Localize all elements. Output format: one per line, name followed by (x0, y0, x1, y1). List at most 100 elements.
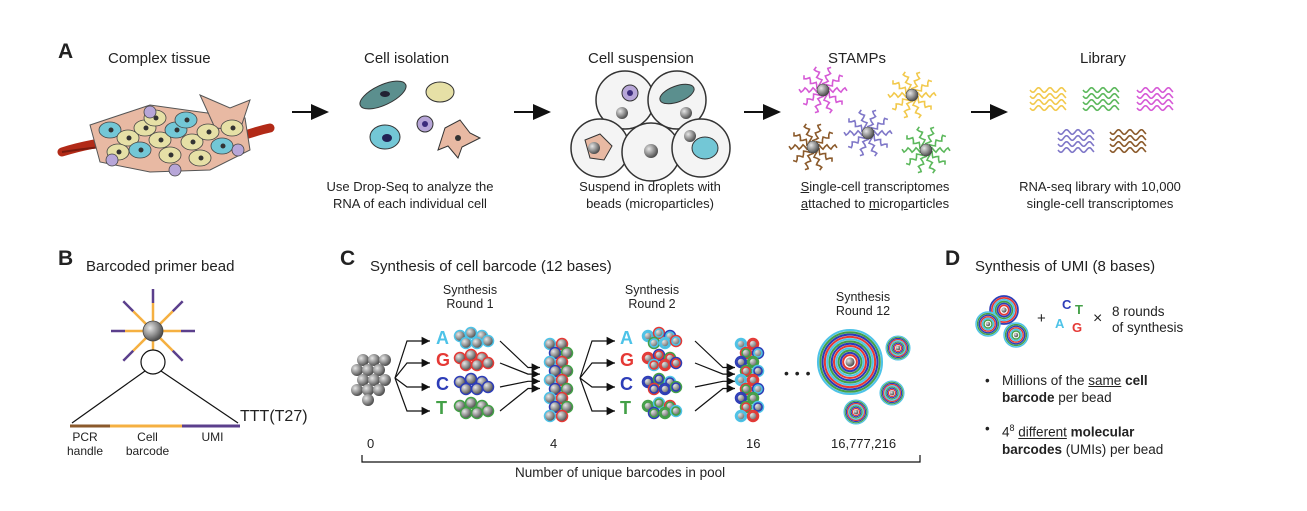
library-transcript (1136, 92, 1174, 100)
library-transcript (1057, 128, 1095, 136)
barcode-bead (471, 359, 483, 371)
barcode-bead (549, 401, 561, 413)
panel-letter-b: B (58, 247, 74, 270)
stamp-bead (816, 83, 830, 97)
library-transcript (1109, 140, 1147, 148)
poly-t-tail-label: TTT(T27) (240, 408, 308, 425)
droplets-illustration (570, 70, 731, 182)
stage-title-cell-isolation: Cell isolation (364, 50, 450, 67)
panel-c-title: Synthesis of cell barcode (12 bases) (370, 258, 612, 275)
caption-cell-suspension: Suspend in droplets with beads (micropart… (579, 179, 721, 211)
unbarcoded-bead (368, 374, 380, 386)
barcode-bead (544, 374, 556, 386)
umi-base-c: C (1062, 297, 1072, 312)
barcoded-bead-diagram (70, 289, 240, 428)
unbarcoded-bead (357, 354, 369, 366)
barcode-bead (556, 374, 568, 386)
stamp-bead (806, 140, 820, 154)
library-transcript (1136, 98, 1174, 106)
barcode-bead (460, 383, 472, 395)
tissue-immune-cell (143, 105, 157, 119)
barcode-bead (471, 383, 483, 395)
base-letter-round2-c: C (620, 374, 633, 394)
library-transcript (1109, 134, 1147, 142)
library-transcript (1109, 128, 1147, 136)
panel-letter-a: A (58, 40, 74, 63)
barcode-bead (549, 347, 561, 359)
barcode-bead (465, 373, 477, 385)
base-letter-round2-t: T (620, 398, 631, 418)
library-transcript (1029, 98, 1067, 106)
barcode-bead (556, 392, 568, 404)
umi-base-g: G (1072, 320, 1083, 335)
barcode-bead (482, 335, 494, 347)
stamps-illustration (788, 66, 951, 174)
barcode-synthesis-diagram (351, 326, 911, 425)
unbarcoded-bead (362, 394, 374, 406)
barcode-bead (460, 359, 472, 371)
cell-barcode-label: Cell barcode (125, 430, 170, 458)
barcode-bead (556, 410, 568, 422)
base-letter-round2-a: A (620, 328, 633, 348)
base-letter-round2-g: G (620, 350, 635, 370)
tissue-immune-cell (168, 163, 182, 177)
barcode-bead (460, 337, 472, 349)
barcode-bead (544, 338, 556, 350)
unbarcoded-bead (362, 364, 374, 376)
count-round-0: 0 (367, 436, 375, 451)
stamp-bead (905, 88, 919, 102)
library-transcript (1057, 140, 1095, 148)
round-1-label: Synthesis Round 1 (442, 283, 498, 311)
barcode-bead (465, 349, 477, 361)
count-round-2: 16 (746, 436, 761, 451)
tissue-immune-cell (105, 153, 119, 167)
library-transcript (1057, 146, 1095, 154)
base-letter-round1-a: A (436, 328, 449, 348)
barcode-bead (482, 405, 494, 417)
unbarcoded-bead (357, 374, 369, 386)
barcode-bead (561, 365, 573, 377)
library-transcript (1057, 134, 1095, 142)
unbarcoded-bead (351, 384, 363, 396)
stage-title-complex-tissue: Complex tissue (108, 50, 211, 67)
times-sign: × (1093, 310, 1103, 327)
umi-synthesis-diagram (975, 295, 1029, 348)
barcode-bead (561, 347, 573, 359)
pcr-handle-label: PCR handle (66, 430, 104, 458)
caption-cell-isolation: Use Drop-Seq to analyze the RNA of each i… (326, 179, 494, 211)
unbarcoded-bead (351, 364, 363, 376)
library-transcript (1029, 104, 1067, 112)
complex-tissue-illustration (57, 94, 275, 177)
barcode-bead (561, 383, 573, 395)
unbarcoded-bead (373, 364, 385, 376)
barcode-bead (482, 357, 494, 369)
umi-base-t: T (1075, 302, 1083, 317)
library-transcript (1136, 104, 1174, 112)
round-2-label: Synthesis Round 2 (624, 283, 680, 311)
count-axis-label: Number of unique barcodes in pool (515, 465, 726, 480)
barcode-bead (465, 327, 477, 339)
barcode-bead (556, 338, 568, 350)
library-transcript (1136, 86, 1174, 94)
caption-stamps: Single-cell transcriptomes attached to mi… (800, 179, 950, 211)
barcode-bead (544, 392, 556, 404)
count-round-12: 16,777,216 (831, 436, 897, 451)
library-illustration (1029, 86, 1174, 154)
rounds-of-synthesis: 8 rounds of synthesis (1112, 304, 1184, 335)
unbarcoded-bead (379, 354, 391, 366)
barcode-bead (544, 356, 556, 368)
panel-d-title: Synthesis of UMI (8 bases) (975, 258, 1156, 275)
more-rounds-ellipsis: • • • (784, 365, 812, 381)
base-letter-round1-t: T (436, 398, 447, 418)
base-letter-round1-g: G (436, 350, 451, 370)
library-transcript (1029, 92, 1067, 100)
unbarcoded-bead (379, 374, 391, 386)
tissue-immune-cell (231, 143, 245, 157)
bullet-cell-barcode: • Millions of the same cell barcode per … (985, 373, 1148, 405)
stage-title-stamps: STAMPs (828, 50, 887, 67)
barcode-bead (549, 383, 561, 395)
barcode-bead (460, 407, 472, 419)
stamp-bead (861, 126, 875, 140)
library-transcript (1082, 104, 1120, 112)
barcode-bead (465, 397, 477, 409)
